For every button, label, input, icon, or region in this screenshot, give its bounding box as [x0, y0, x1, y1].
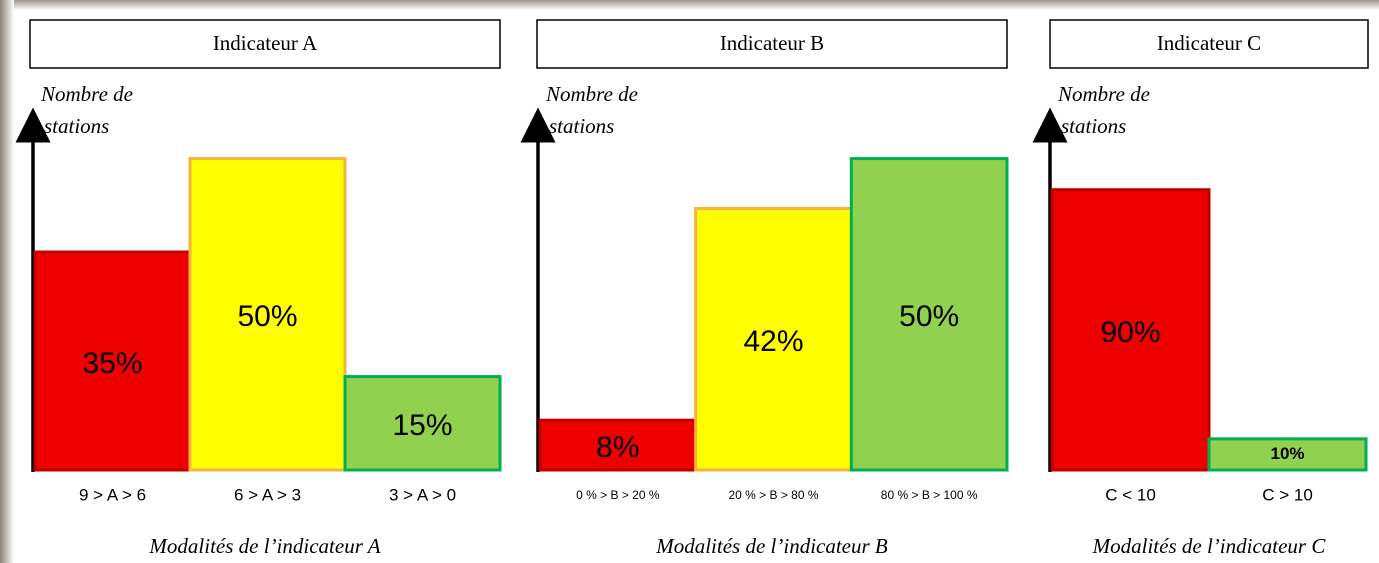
x-tick-label: 80 % > B > 100 % — [881, 488, 978, 502]
y-axis-label: stations — [44, 114, 109, 138]
data-label: 50% — [237, 300, 297, 333]
data-label: 50% — [899, 300, 959, 333]
data-label: 35% — [82, 347, 142, 380]
y-axis-label: stations — [1061, 114, 1126, 138]
bar — [1050, 188, 1211, 472]
y-axis-label: stations — [549, 114, 614, 138]
x-tick-label: C < 10 — [1105, 485, 1156, 504]
title-box — [536, 19, 1008, 69]
bar — [1207, 437, 1368, 472]
chart-title: Indicateur B — [720, 31, 824, 55]
bar — [694, 206, 853, 472]
y-axis-label: Nombre de — [545, 82, 638, 106]
x-axis-label: Modalités de l’indicateur A — [148, 534, 380, 558]
bar — [188, 157, 347, 472]
bar — [849, 157, 1009, 472]
bar — [343, 375, 502, 472]
title-box — [29, 19, 501, 69]
data-label: 90% — [1100, 316, 1160, 349]
x-axis-label: Modalités de l’indicateur C — [1092, 534, 1327, 558]
x-tick-label: 0 % > B > 20 % — [576, 488, 660, 502]
x-tick-label: 9 > A > 6 — [79, 485, 146, 504]
bar — [33, 250, 192, 472]
chart-title: Indicateur C — [1157, 31, 1261, 55]
frame-edge — [0, 0, 14, 563]
chart-title: Indicateur A — [213, 31, 318, 55]
x-tick-label: 20 % > B > 80 % — [728, 488, 818, 502]
data-label: 10% — [1270, 444, 1304, 463]
y-axis-label: Nombre de — [1057, 82, 1150, 106]
data-label: 15% — [392, 409, 452, 442]
title-box — [1049, 19, 1369, 69]
x-axis-label: Modalités de l’indicateur B — [655, 534, 888, 558]
frame-edge — [0, 0, 1379, 10]
x-tick-label: 6 > A > 3 — [234, 485, 301, 504]
x-tick-label: 3 > A > 0 — [389, 485, 456, 504]
data-label: 42% — [743, 325, 803, 358]
x-tick-label: C > 10 — [1262, 485, 1313, 504]
data-label: 8% — [596, 431, 639, 464]
y-axis-label: Nombre de — [40, 82, 133, 106]
